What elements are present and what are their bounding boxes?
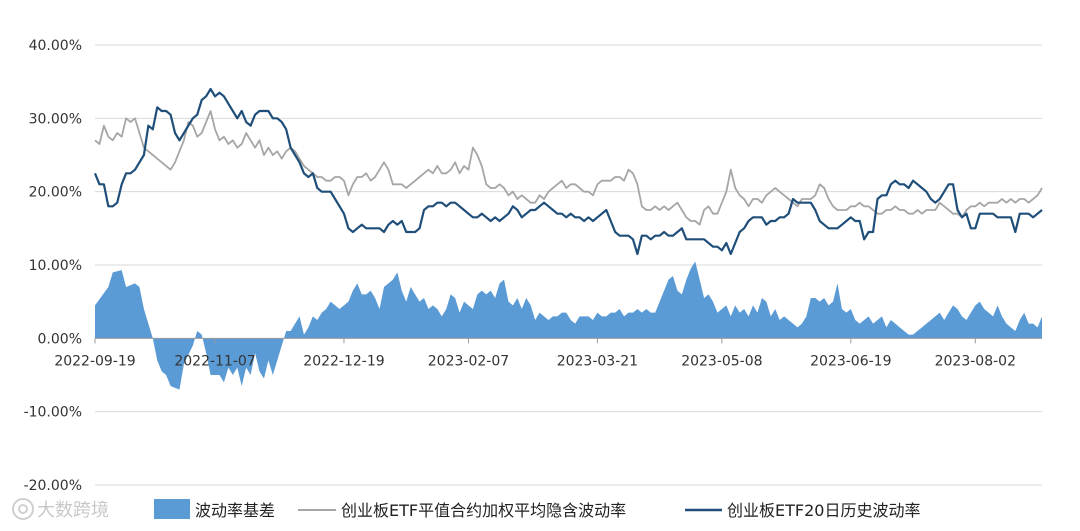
watermark-logo-inner-icon: [18, 504, 28, 514]
line-implied: [94, 110, 1043, 226]
x-tick-label: 2022-12-19: [303, 353, 384, 369]
y-tick-label: -10.00%: [24, 405, 82, 421]
legend-label-historical: 创业板ETF20日历史波动率: [727, 501, 920, 520]
area-spread: [95, 261, 1042, 390]
watermark-logo-icon: [12, 498, 34, 520]
legend-label-spread: 波动率基差: [195, 501, 275, 520]
legend: 波动率基差 创业板ETF平值合约加权平均隐含波动率 创业板ETF20日历史波动率: [154, 499, 920, 520]
x-tick-label: 2023-06-19: [810, 353, 891, 369]
series-spread-area: [95, 261, 1042, 390]
y-tick-label: 20.00%: [29, 185, 82, 201]
y-tick-label: 0.00%: [38, 331, 82, 347]
x-tick-label: 2023-03-21: [557, 353, 638, 369]
legend-swatch-spread: [154, 499, 190, 519]
x-tick-label: 2023-05-08: [681, 353, 762, 369]
x-tick-label: 2023-02-07: [428, 353, 509, 369]
y-tick-label: 30.00%: [29, 111, 82, 127]
watermark: 大数跨境: [12, 498, 109, 521]
x-axis: 2022-09-19 2022-11-07 2022-12-19 2023-02-07…: [54, 338, 1016, 369]
watermark-text: 大数跨境: [37, 500, 109, 521]
x-tick-label: 2022-09-19: [54, 353, 135, 369]
gridlines: [95, 44, 1042, 486]
y-tick-label: 10.00%: [29, 258, 82, 274]
line-historical: [93, 87, 1043, 256]
y-axis: -20.00% -10.00% 0.00% 10.00% 20.00% 30.00% 40.…: [24, 38, 82, 494]
legend-label-implied: 创业板ETF平值合约加权平均隐含波动率: [341, 501, 626, 520]
series-lines: [93, 87, 1043, 256]
x-tick-label: 2023-08-02: [935, 353, 1016, 369]
y-tick-label: -20.00%: [24, 478, 82, 494]
x-tick-label: 2022-11-07: [174, 353, 255, 369]
y-tick-label: 40.00%: [29, 38, 82, 54]
